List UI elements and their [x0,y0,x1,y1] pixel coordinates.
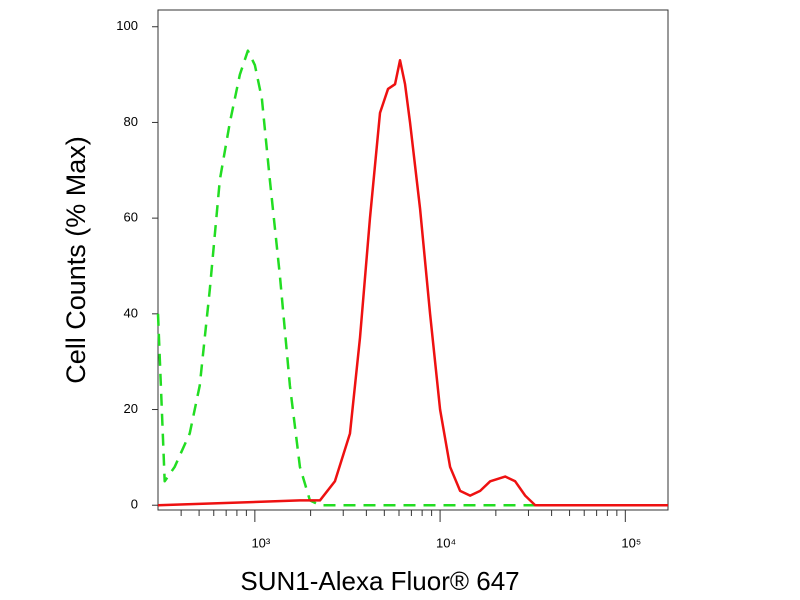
y-tick-label: 80 [124,114,138,129]
y-tick-label: 60 [124,210,138,225]
series-line [156,49,668,507]
series-line [157,58,668,507]
x-tick-label: 10³ [251,535,270,550]
y-tick-label: 0 [131,497,138,512]
plot-frame [157,9,669,511]
y-axis-label: Cell Counts (% Max) [61,136,91,384]
x-tick-label: 10⁴ [436,535,456,550]
x-axis-label: SUN1-Alexa Fluor® 647 [240,566,519,596]
y-tick-label: 20 [124,401,138,416]
x-tick-label: 10⁵ [621,535,641,550]
y-tick-label: 100 [116,18,138,33]
y-tick-label: 40 [124,305,138,320]
